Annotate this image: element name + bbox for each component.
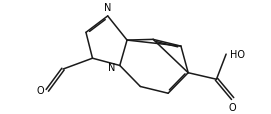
Text: O: O (229, 102, 237, 112)
Text: N: N (104, 3, 111, 13)
Text: O: O (36, 86, 44, 96)
Text: HO: HO (230, 50, 244, 60)
Text: N: N (108, 62, 115, 72)
